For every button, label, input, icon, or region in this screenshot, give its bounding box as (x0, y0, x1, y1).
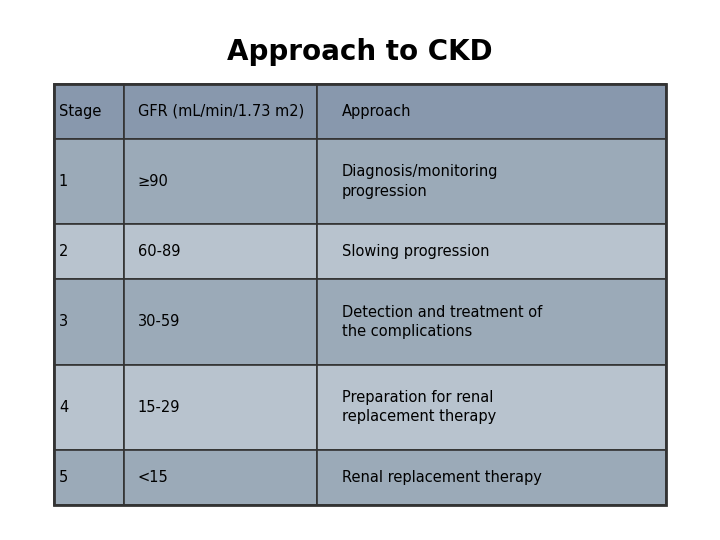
Text: 1: 1 (59, 174, 68, 189)
Bar (318, 139, 666, 224)
Bar (318, 84, 666, 139)
Text: <15: <15 (138, 470, 168, 485)
Bar (318, 279, 666, 364)
Text: Approach: Approach (341, 104, 411, 119)
Text: 30-59: 30-59 (138, 314, 180, 329)
Bar (54, 364, 125, 450)
Text: ≥90: ≥90 (138, 174, 168, 189)
Bar (54, 279, 125, 364)
Text: 60-89: 60-89 (138, 244, 181, 259)
Bar (318, 224, 666, 279)
Text: 3: 3 (59, 314, 68, 329)
Text: 4: 4 (59, 400, 68, 415)
Bar (54, 139, 125, 224)
Text: 15-29: 15-29 (138, 400, 181, 415)
Text: Slowing progression: Slowing progression (341, 244, 489, 259)
Bar (125, 364, 318, 450)
Bar (318, 450, 666, 505)
Bar (54, 84, 666, 505)
Bar (125, 279, 318, 364)
Bar (54, 224, 125, 279)
Bar (125, 450, 318, 505)
Bar (54, 450, 125, 505)
Bar (54, 84, 125, 139)
Text: 5: 5 (59, 470, 68, 485)
Text: Diagnosis/monitoring
progression: Diagnosis/monitoring progression (341, 164, 498, 199)
Bar (125, 224, 318, 279)
Text: Stage: Stage (59, 104, 102, 119)
Text: Detection and treatment of
the complications: Detection and treatment of the complicat… (341, 305, 542, 339)
Text: Preparation for renal
replacement therapy: Preparation for renal replacement therap… (341, 390, 496, 424)
Text: 2: 2 (59, 244, 68, 259)
Bar (125, 139, 318, 224)
Text: GFR (mL/min/1.73 m2): GFR (mL/min/1.73 m2) (138, 104, 304, 119)
Bar (125, 84, 318, 139)
Text: Approach to CKD: Approach to CKD (228, 38, 492, 66)
Bar (318, 364, 666, 450)
Text: Renal replacement therapy: Renal replacement therapy (341, 470, 541, 485)
